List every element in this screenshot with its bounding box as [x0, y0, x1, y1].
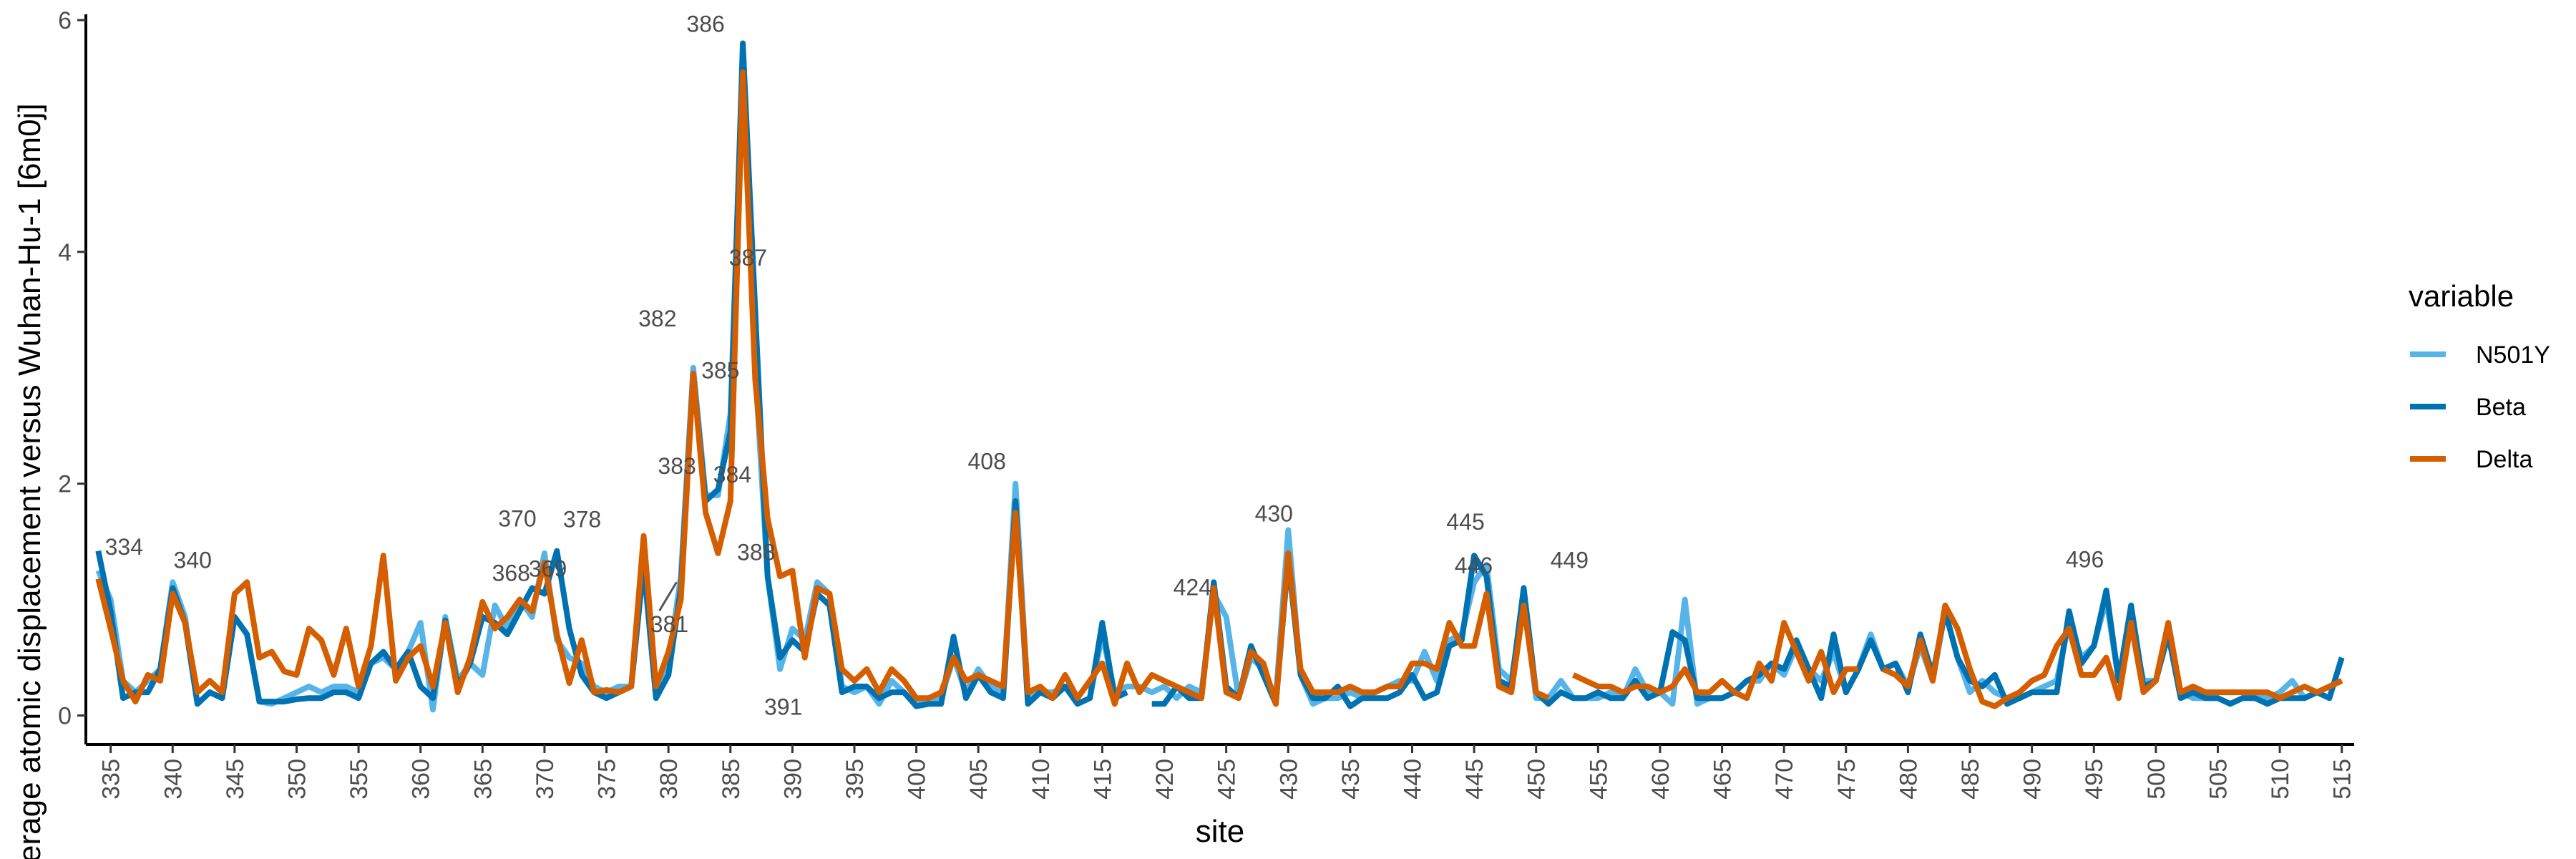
x-tick-label: 490	[2019, 759, 2046, 800]
annotation-384: 384	[713, 462, 751, 487]
x-tick-label: 415	[1089, 759, 1116, 800]
x-tick-label: 460	[1647, 759, 1674, 800]
x-tick-label: 335	[98, 759, 125, 800]
annotation-387: 387	[729, 245, 767, 271]
annotation-334: 334	[105, 534, 143, 560]
annotation-368: 368	[492, 560, 530, 586]
y-tick-label: 2	[58, 471, 72, 498]
x-tick-label: 465	[1709, 759, 1737, 800]
annotation-391: 391	[764, 694, 802, 719]
x-tick-label: 410	[1028, 759, 1055, 800]
annotation-386: 386	[686, 11, 724, 37]
annotation-430: 430	[1255, 500, 1293, 526]
legend-title: variable	[2409, 279, 2514, 313]
annotation-382: 382	[638, 306, 676, 331]
y-tick-label: 0	[58, 703, 72, 730]
x-tick-label: 485	[1957, 759, 1984, 800]
x-tick-label: 370	[532, 759, 559, 800]
x-tick-label: 445	[1461, 759, 1488, 800]
x-tick-label: 350	[283, 759, 311, 800]
x-tick-label: 380	[655, 759, 683, 800]
annotation-496: 496	[2066, 547, 2104, 573]
y-axis-ticks: 0 2 4 6	[58, 7, 86, 730]
x-tick-label: 340	[160, 759, 187, 800]
x-tick-label: 355	[346, 759, 373, 800]
x-tick-label: 480	[1895, 759, 1922, 800]
annotation-369: 369	[529, 555, 567, 581]
annotation-388: 388	[737, 539, 775, 565]
x-tick-label: 395	[841, 759, 869, 800]
x-tick-label: 360	[408, 759, 435, 800]
x-tick-label: 475	[1833, 759, 1860, 800]
legend: variable N501Y Beta Delta	[2409, 279, 2550, 473]
x-tick-label: 455	[1585, 759, 1612, 800]
annotation-378: 378	[563, 507, 601, 533]
x-tick-label: 435	[1337, 759, 1365, 800]
x-tick-label: 405	[965, 759, 992, 800]
annotation-446: 446	[1455, 553, 1493, 578]
legend-label-n501y: N501Y	[2476, 341, 2550, 369]
y-tick-label: 6	[58, 7, 72, 34]
x-tick-label: 440	[1399, 759, 1426, 800]
annotation-424: 424	[1174, 574, 1211, 600]
series-line-delta	[95, 69, 2343, 709]
legend-label-delta: Delta	[2476, 446, 2532, 473]
x-tick-label: 500	[2143, 759, 2170, 800]
annotation-385: 385	[701, 358, 739, 384]
x-tick-label: 450	[1523, 759, 1551, 800]
x-tick-label: 400	[904, 759, 931, 800]
x-tick-label: 505	[2205, 759, 2232, 800]
x-tick-label: 420	[1151, 759, 1179, 800]
y-axis-title: Average atomic displacement versus Wuhan…	[12, 103, 47, 859]
series-lines	[95, 40, 2345, 713]
x-tick-label: 375	[594, 759, 621, 800]
x-axis-ticks: 335 340 345 350 355 360 365 370 375 380 385 390 395 4…	[98, 744, 2356, 800]
annotation-leader-line	[658, 581, 678, 612]
annotation-408: 408	[967, 449, 1005, 475]
point-annotations: 334 340 368 370 369 378 383 382 387 385 384 388 381 3…	[105, 11, 2104, 719]
annotation-449: 449	[1551, 547, 1589, 573]
x-tick-label: 430	[1275, 759, 1302, 800]
x-axis-title: site	[1196, 814, 1244, 849]
x-tick-label: 345	[222, 759, 249, 800]
x-tick-label: 495	[2081, 759, 2108, 800]
x-tick-label: 385	[718, 759, 745, 800]
annotation-381: 381	[650, 611, 688, 637]
x-tick-label: 510	[2267, 759, 2294, 800]
annotation-445: 445	[1446, 509, 1484, 535]
x-tick-label: 515	[2329, 759, 2356, 800]
x-tick-label: 390	[779, 759, 806, 800]
legend-label-beta: Beta	[2476, 394, 2526, 421]
annotation-370: 370	[498, 506, 536, 532]
y-tick-label: 4	[58, 239, 72, 266]
x-tick-label: 425	[1214, 759, 1241, 800]
annotation-383: 383	[658, 453, 696, 479]
annotation-340: 340	[174, 547, 212, 573]
x-tick-label: 365	[469, 759, 497, 800]
x-tick-label: 470	[1771, 759, 1798, 800]
